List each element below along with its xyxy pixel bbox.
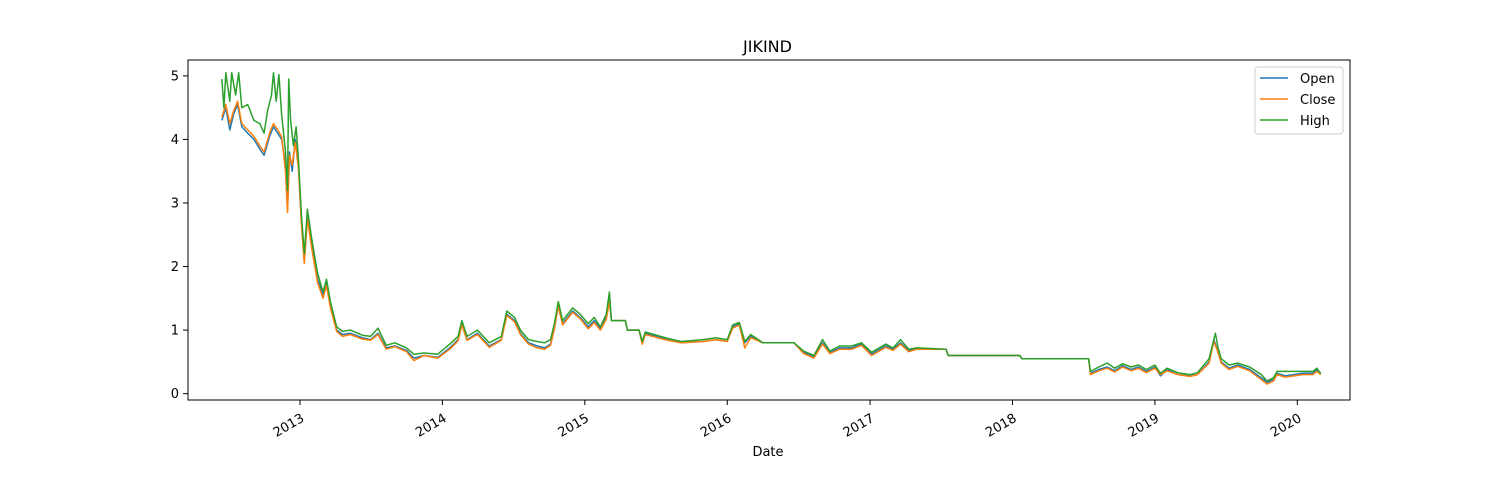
- legend-label-close: Close: [1300, 93, 1335, 108]
- axes-frame: [187, 59, 1351, 401]
- legend-label-high: High: [1300, 114, 1330, 129]
- y-tick-label: 5: [171, 69, 179, 84]
- y-tick-label: 0: [171, 387, 179, 402]
- legend-label-open: Open: [1300, 72, 1335, 87]
- series-layer: [221, 71, 1322, 385]
- y-tick-label: 2: [171, 260, 179, 275]
- y-tick-label: 1: [171, 324, 179, 339]
- chart-title: JIKIND: [742, 37, 792, 56]
- y-axis: 0 1 2 3 4 5: [171, 69, 188, 402]
- x-axis-label: Date: [752, 445, 783, 460]
- legend: Open Close High: [1254, 66, 1344, 135]
- y-tick-label: 4: [171, 133, 179, 148]
- series-line-high: [221, 71, 1322, 382]
- legend-box: [1254, 66, 1344, 135]
- y-tick-label: 3: [171, 196, 179, 211]
